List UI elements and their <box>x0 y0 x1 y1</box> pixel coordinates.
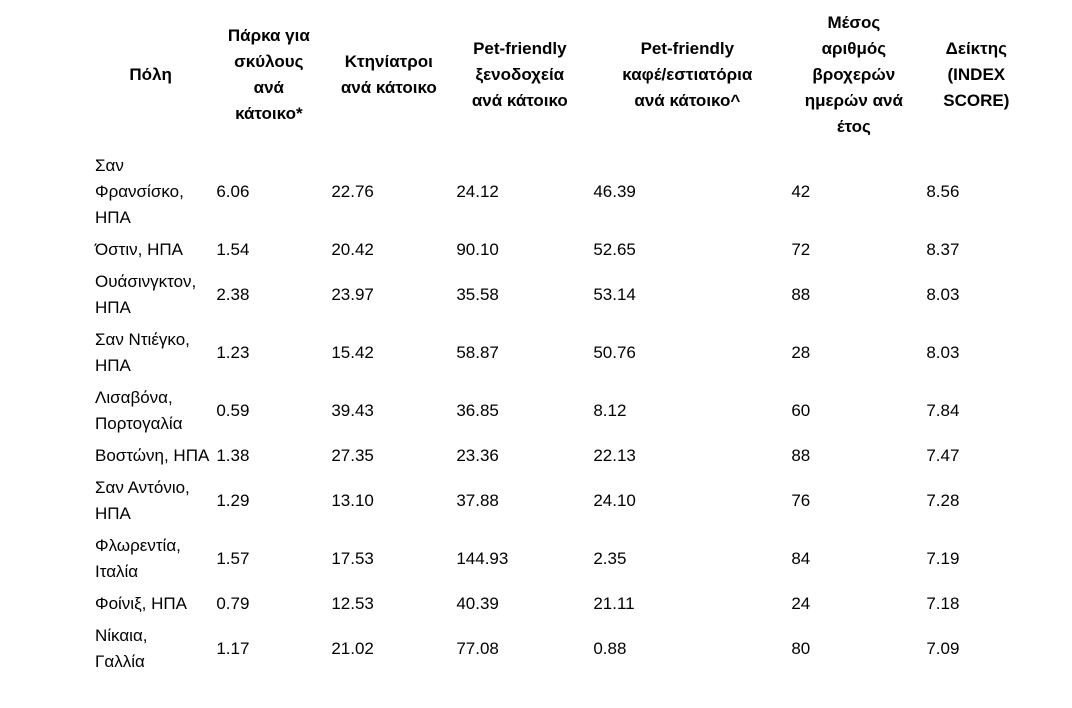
cell-vets: 39.43 <box>331 401 374 420</box>
table-row: Σαν Ντιέγκο, ΗΠΑ 1.23 15.42 58.87 50.76 … <box>90 324 1031 382</box>
cell-index-score: 7.19 <box>926 549 960 568</box>
cell-cafes: 21.11 <box>593 594 635 613</box>
table-row: Λισαβόνα, Πορτογαλία 0.59 39.43 36.85 8.… <box>90 382 1031 440</box>
column-header-hotels: Pet-friendly ξενοδοχεία ανά κάτοικο <box>471 39 568 110</box>
cell-dog-parks: 1.17 <box>216 639 250 658</box>
cell-city: Σαν Ντιέγκο, ΗΠΑ <box>95 330 190 375</box>
cell-hotels: 144.93 <box>456 549 509 568</box>
cell-city: Λισαβόνα, Πορτογαλία <box>95 388 183 433</box>
cell-index-score: 7.09 <box>926 639 960 658</box>
cell-dog-parks: 1.57 <box>216 549 250 568</box>
cell-rainy-days: 88 <box>791 285 811 304</box>
table-row: Σαν Αντόνιο, ΗΠΑ 1.29 13.10 37.88 24.10 … <box>90 472 1031 530</box>
column-header-city: Πόλη <box>129 65 172 84</box>
cell-cafes: 0.88 <box>593 639 627 658</box>
cell-hotels: 35.58 <box>456 285 499 304</box>
cell-cafes: 24.10 <box>593 491 636 510</box>
table-row: Φλωρεντία, Ιταλία 1.57 17.53 144.93 2.35… <box>90 530 1031 588</box>
cell-rainy-days: 60 <box>791 401 811 420</box>
cell-cafes: 8.12 <box>593 401 627 420</box>
cell-city: Όστιν, ΗΠΑ <box>95 240 183 259</box>
cell-vets: 15.42 <box>331 343 374 362</box>
cell-city: Φοίνιξ, ΗΠΑ <box>95 594 188 613</box>
cell-cafes: 2.35 <box>593 549 627 568</box>
cell-dog-parks: 1.38 <box>216 446 250 465</box>
cell-dog-parks: 1.29 <box>216 491 250 510</box>
cell-rainy-days: 28 <box>791 343 811 362</box>
cell-city: Σαν Φρανσίσκο, ΗΠΑ <box>95 156 184 227</box>
cell-vets: 20.42 <box>331 240 374 259</box>
cell-hotels: 40.39 <box>456 594 499 613</box>
cell-dog-parks: 0.59 <box>216 401 250 420</box>
cell-rainy-days: 72 <box>791 240 811 259</box>
cell-cafes: 46.39 <box>593 182 636 201</box>
cell-vets: 21.02 <box>331 639 374 658</box>
column-header-vets: Κτηνίατροι ανά κάτοικο <box>340 52 437 97</box>
table-row: Νίκαια, Γαλλία 1.17 21.02 77.08 0.88 80 … <box>90 620 1031 678</box>
cell-city: Νίκαια, Γαλλία <box>95 626 148 671</box>
cell-index-score: 8.37 <box>926 240 960 259</box>
cell-city: Ουάσινγκτον, ΗΠΑ <box>95 272 197 317</box>
cell-index-score: 7.28 <box>926 491 960 510</box>
cell-vets: 17.53 <box>331 549 374 568</box>
column-header-index-score: Δείκτης (INDEX SCORE) <box>943 39 1010 110</box>
header-row: Πόλη Πάρκα για σκύλους ανά κάτοικο* Κτην… <box>90 6 1031 150</box>
cell-dog-parks: 0.79 <box>216 594 250 613</box>
cell-vets: 13.10 <box>331 491 374 510</box>
cell-index-score: 8.03 <box>926 343 960 362</box>
cell-hotels: 24.12 <box>456 182 499 201</box>
cell-cafes: 53.14 <box>593 285 636 304</box>
table-row: Φοίνιξ, ΗΠΑ 0.79 12.53 40.39 21.11 24 7.… <box>90 588 1031 620</box>
cell-vets: 23.97 <box>331 285 374 304</box>
cell-hotels: 37.88 <box>456 491 499 510</box>
cell-hotels: 90.10 <box>456 240 499 259</box>
cell-rainy-days: 42 <box>791 182 811 201</box>
cell-cafes: 22.13 <box>593 446 636 465</box>
cell-vets: 27.35 <box>331 446 374 465</box>
table-row: Σαν Φρανσίσκο, ΗΠΑ 6.06 22.76 24.12 46.3… <box>90 150 1031 234</box>
cell-index-score: 7.84 <box>926 401 960 420</box>
cell-hotels: 36.85 <box>456 401 499 420</box>
cell-vets: 12.53 <box>331 594 374 613</box>
cell-rainy-days: 84 <box>791 549 811 568</box>
cell-dog-parks: 1.23 <box>216 343 250 362</box>
column-header-dog-parks: Πάρκα για σκύλους ανά κάτοικο* <box>227 26 310 123</box>
cell-hotels: 58.87 <box>456 343 499 362</box>
column-header-cafes: Pet-friendly καφέ/εστιατόρια ανά κάτοικο… <box>622 39 753 110</box>
table-row: Ουάσινγκτον, ΗΠΑ 2.38 23.97 35.58 53.14 … <box>90 266 1031 324</box>
cell-city: Σαν Αντόνιο, ΗΠΑ <box>95 478 190 523</box>
cell-rainy-days: 24 <box>791 594 811 613</box>
cell-dog-parks: 6.06 <box>216 182 250 201</box>
cell-rainy-days: 76 <box>791 491 811 510</box>
cell-hotels: 23.36 <box>456 446 499 465</box>
cell-index-score: 8.56 <box>926 182 960 201</box>
cell-city: Βοστώνη, ΗΠΑ <box>95 446 210 465</box>
cell-dog-parks: 2.38 <box>216 285 250 304</box>
cell-vets: 22.76 <box>331 182 374 201</box>
cell-hotels: 77.08 <box>456 639 499 658</box>
cell-index-score: 7.18 <box>926 594 960 613</box>
cell-cafes: 52.65 <box>593 240 636 259</box>
cell-index-score: 7.47 <box>926 446 960 465</box>
cell-city: Φλωρεντία, Ιταλία <box>95 536 181 581</box>
cell-index-score: 8.03 <box>926 285 960 304</box>
table-row: Όστιν, ΗΠΑ 1.54 20.42 90.10 52.65 72 8.3… <box>90 234 1031 266</box>
cell-rainy-days: 80 <box>791 639 811 658</box>
pet-friendly-cities-table: Πόλη Πάρκα για σκύλους ανά κάτοικο* Κτην… <box>90 6 1031 678</box>
column-header-rainy-days: Μέσος αριθμός βροχερών ημερών ανά έτος <box>804 13 903 136</box>
cell-cafes: 50.76 <box>593 343 636 362</box>
cell-rainy-days: 88 <box>791 446 811 465</box>
cell-dog-parks: 1.54 <box>216 240 250 259</box>
table-row: Βοστώνη, ΗΠΑ 1.38 27.35 23.36 22.13 88 7… <box>90 440 1031 472</box>
